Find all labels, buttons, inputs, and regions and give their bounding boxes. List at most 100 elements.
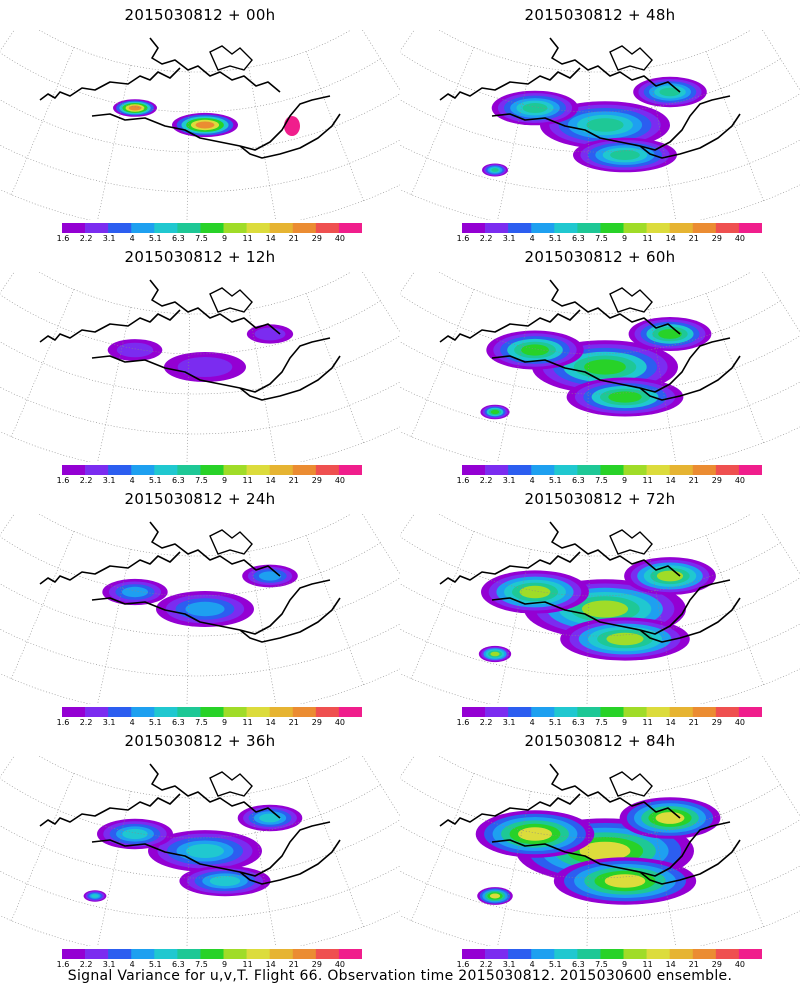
coastline	[91, 337, 331, 393]
variance-contour	[116, 342, 154, 358]
latitude-line	[400, 294, 781, 355]
colorbar-tick-label: 5.1	[148, 234, 162, 243]
colorbar-segment	[177, 223, 201, 233]
coastline	[439, 793, 581, 827]
colorbar-tick-label: 14	[265, 476, 276, 485]
colorbar-segment	[62, 707, 86, 717]
variance-contour	[254, 327, 286, 341]
colorbar-segment	[554, 949, 578, 959]
colorbar-segment	[223, 707, 247, 717]
colorbar-segment	[577, 949, 601, 959]
variance-contour	[177, 357, 233, 377]
colorbar-segment	[85, 223, 109, 233]
colorbar-segment	[315, 707, 340, 717]
colorbar-segment	[315, 223, 340, 233]
colorbar-segment	[131, 465, 155, 475]
colorbar-tick-label: 9	[621, 476, 628, 485]
colorbar-tick-label: 2.2	[79, 476, 93, 485]
colorbar-segment	[108, 707, 132, 717]
colorbar-labels: 1.6 2.2 3.1 4 5.1 6.3 7.5 9 11 14 21 29 40	[52, 234, 372, 244]
coastline	[439, 551, 581, 585]
colorbar-segment	[508, 949, 532, 959]
colorbar-tick-label: 29	[311, 960, 322, 969]
colorbar-segment	[531, 949, 555, 959]
colorbar-segment	[715, 949, 740, 959]
colorbar-segment	[246, 949, 270, 959]
colorbar-tick-label: 1.6	[56, 718, 70, 727]
colorbar-tick-label: 14	[665, 960, 676, 969]
colorbar-segment	[200, 949, 224, 959]
latitude-line	[0, 52, 381, 113]
colorbar-tick-label: 3.1	[502, 234, 516, 243]
variance-contour	[490, 409, 500, 415]
colorbar-tick-label: 9	[621, 234, 628, 243]
variance-contour	[186, 844, 224, 858]
colorbar-tick-label: 29	[311, 234, 322, 243]
coastline	[639, 839, 741, 885]
coastline	[549, 763, 681, 819]
colorbar-tick-label: 21	[288, 960, 299, 969]
panel-title: 2015030812 + 36h	[124, 732, 276, 750]
forecast-panel: 2015030812 + 84h 1.6 2.2 3.1 4 5.1 6.3 7.5 9 11 14…	[400, 726, 800, 970]
map-area	[480, 317, 712, 420]
colorbar-segment	[85, 465, 109, 475]
latitude-line	[400, 536, 781, 597]
colorbar-tick-label: 4	[129, 960, 135, 969]
colorbar-tick-label: 21	[288, 476, 299, 485]
colorbar	[462, 465, 762, 475]
colorbar-tick-label: 4	[129, 718, 135, 727]
colorbar-tick-label: 6.3	[172, 718, 185, 727]
colorbar-tick-label: 9	[221, 234, 228, 243]
variance-contour	[91, 894, 99, 898]
colorbar-tick-label: 11	[642, 234, 653, 243]
coastline	[39, 309, 181, 343]
panel-title: 2015030812 + 12h	[124, 248, 276, 266]
forecast-panel: 2015030812 + 24h 1.6 2.2 3.1 4 5.1 6.3 7.5 9 11 14…	[0, 484, 400, 727]
colorbar-tick-label: 11	[242, 960, 253, 969]
variance-contour	[195, 121, 215, 129]
colorbar-tick-label: 9	[221, 476, 228, 485]
meridian-line	[411, 289, 475, 437]
map-plot	[0, 756, 400, 946]
meridian-line	[97, 65, 131, 220]
colorbar-segment	[600, 223, 624, 233]
figure-caption: Signal Variance for u,v,T. Flight 66. Ob…	[67, 968, 733, 984]
colorbar-segment	[338, 949, 362, 959]
colorbar-tick-label: 4	[529, 234, 535, 243]
latitude-line	[0, 536, 381, 597]
colorbar-segment	[669, 949, 694, 959]
colorbar-labels: 1.6 2.2 3.1 4 5.1 6.3 7.5 9 11 14 21 29 40	[452, 960, 772, 970]
arctic-islands	[209, 771, 253, 797]
colorbar-tick-label: 2.2	[79, 960, 93, 969]
variance-contour	[658, 329, 682, 339]
colorbar-labels: 1.6 2.2 3.1 4 5.1 6.3 7.5 9 11 14 21 29 40	[52, 960, 372, 970]
colorbar-tick-label: 7.5	[195, 234, 208, 243]
variance-contour	[128, 105, 142, 111]
colorbar-segment	[623, 465, 647, 475]
coastline	[639, 597, 741, 643]
colorbar-segment	[600, 949, 624, 959]
coastline	[549, 37, 681, 93]
colorbar-segment	[692, 465, 717, 475]
meridian-line	[11, 289, 75, 437]
variance-contour	[606, 632, 644, 646]
colorbar-labels: 1.6 2.2 3.1 4 5.1 6.3 7.5 9 11 14 21 29 40	[452, 718, 772, 728]
colorbar-tick-label: 14	[665, 718, 676, 727]
variance-contour	[581, 600, 629, 618]
colorbar-tick-label: 4	[529, 718, 535, 727]
map-plot	[0, 514, 400, 704]
colorbar-segment	[485, 707, 509, 717]
meridian-line	[705, 535, 764, 685]
colorbar-segment	[577, 465, 601, 475]
variance-contour	[489, 893, 501, 899]
colorbar-segment	[154, 949, 178, 959]
colorbar-tick-label: 3.1	[102, 476, 116, 485]
colorbar-tick-label: 29	[311, 718, 322, 727]
panel-title: 2015030812 + 24h	[124, 490, 276, 508]
colorbar-segment	[554, 707, 578, 717]
coastline	[639, 355, 741, 401]
colorbar-tick-label: 4	[529, 960, 535, 969]
map-area	[482, 76, 707, 177]
colorbar-tick-label: 3.1	[502, 476, 516, 485]
coastline	[39, 67, 181, 101]
